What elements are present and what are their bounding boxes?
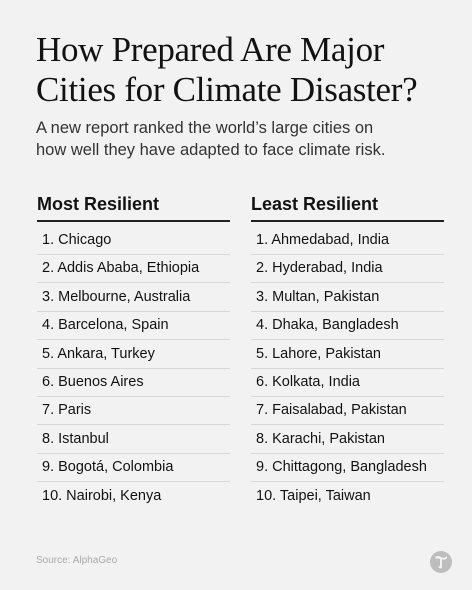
- list-item: 8. Karachi, Pakistan: [256, 430, 385, 447]
- column-heading: Most Resilient: [37, 194, 160, 214]
- list-item: 7. Paris: [42, 402, 92, 419]
- source: Source: AlphaGeo: [36, 555, 118, 566]
- item-separator: [251, 310, 444, 312]
- list-item: 3. Melbourne, Australia: [42, 288, 191, 305]
- heading-rule: [251, 220, 444, 222]
- list-item: 4. Dhaka, Bangladesh: [256, 317, 399, 334]
- heading-rule: [37, 220, 230, 222]
- item-separator: [251, 481, 444, 483]
- list-item: 5. Ankara, Turkey: [42, 345, 155, 362]
- item-separator: [251, 452, 444, 454]
- list-item: 6. Buenos Aires: [42, 374, 144, 390]
- item-separator: [251, 282, 444, 284]
- subtitle-line: A new report ranked the world’s large ci…: [36, 119, 374, 137]
- list-item: 5. Lahore, Pakistan: [256, 345, 381, 362]
- item-separator: [37, 396, 230, 397]
- item-separator: [37, 282, 230, 284]
- title-line: How Prepared Are Major: [36, 30, 385, 69]
- item-separator: [251, 424, 444, 426]
- list-item: 10. Taipei, Taiwan: [256, 487, 371, 504]
- list-item: 4. Barcelona, Spain: [42, 317, 169, 334]
- item-separator: [37, 339, 230, 341]
- item-separator: [37, 452, 230, 454]
- title-line: Cities for Climate Disaster?: [36, 70, 418, 109]
- logo: [430, 551, 452, 573]
- column-heading: Least Resilient: [251, 194, 379, 214]
- item-separator: [251, 396, 444, 397]
- list-item: 10. Nairobi, Kenya: [42, 487, 162, 504]
- item-separator: [251, 254, 444, 255]
- list-item: 8. Istanbul: [42, 430, 109, 447]
- list-item: 2. Hyderabad, India: [256, 260, 383, 277]
- list-item: 1. Ahmedabad, India: [256, 232, 390, 248]
- list-item: 2. Addis Ababa, Ethiopia: [42, 260, 200, 277]
- subtitle-line: how well they have adapted to face clima…: [36, 141, 386, 159]
- list-item: 9. Chittagong, Bangladesh: [256, 459, 427, 476]
- item-separator: [37, 254, 230, 255]
- item-separator: [37, 481, 230, 483]
- item-separator: [37, 310, 230, 312]
- list-item: 1. Chicago: [42, 232, 112, 248]
- item-separator: [37, 367, 230, 369]
- item-separator: [251, 367, 444, 369]
- item-separator: [251, 339, 444, 341]
- list-item: 9. Bogotá, Colombia: [42, 459, 174, 476]
- list-item: 3. Multan, Pakistan: [256, 288, 380, 305]
- item-separator: [37, 424, 230, 426]
- list-item: 6. Kolkata, India: [256, 374, 360, 390]
- logo-glyph: [435, 556, 447, 569]
- list-item: 7. Faisalabad, Pakistan: [256, 402, 407, 419]
